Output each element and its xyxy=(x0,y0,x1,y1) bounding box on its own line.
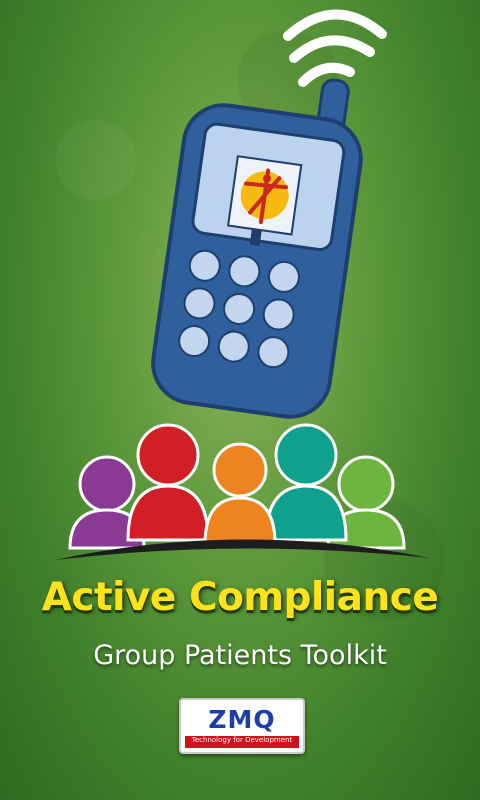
app-illustration xyxy=(55,9,430,560)
health-symbol-icon xyxy=(226,155,303,247)
logo-name: ZMQ xyxy=(208,705,276,734)
logo-tagline: Technology for Development xyxy=(185,736,299,745)
patient-group-icon xyxy=(68,423,406,550)
zmq-logo: ZMQ Technology for Development xyxy=(179,698,305,754)
app-title: Active Compliance xyxy=(41,575,439,620)
logo-frame: ZMQ Technology for Development xyxy=(185,704,299,748)
group-underline-swoosh xyxy=(55,539,430,560)
app-subtitle: Group Patients Toolkit xyxy=(93,640,387,671)
wifi-signal-icon xyxy=(283,9,387,87)
phone-keypad xyxy=(178,249,300,369)
